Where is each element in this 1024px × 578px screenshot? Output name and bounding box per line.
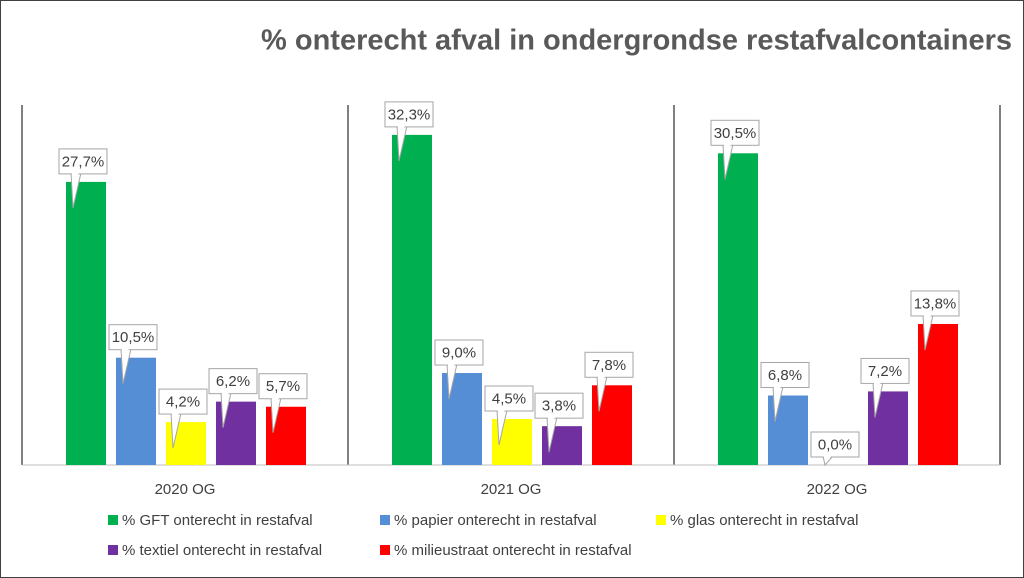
callout-gap — [397, 125, 407, 131]
value-label: 7,8% — [592, 357, 626, 374]
legend-label: % textiel onterecht in restafval — [122, 542, 322, 559]
callout-gap — [823, 455, 833, 461]
legend-label: % glas onterecht in restafval — [670, 512, 858, 529]
x-tick-label: 2022 OG — [807, 481, 868, 498]
callout-gap — [873, 381, 883, 388]
value-label: 32,3% — [388, 106, 431, 123]
callout-gap — [597, 375, 607, 382]
callout-gap — [497, 409, 507, 416]
legend-label: % GFT onterecht in restafval — [122, 512, 313, 529]
callout-box — [58, 148, 108, 175]
callout-box — [158, 388, 208, 415]
x-tick-label: 2021 OG — [481, 481, 542, 498]
callout-box — [258, 373, 308, 400]
callout-box — [910, 290, 960, 317]
x-tick-label: 2020 OG — [155, 481, 216, 498]
callout-gap — [773, 386, 783, 392]
callout-gap — [447, 363, 457, 370]
bar — [392, 134, 432, 466]
value-label: 3,8% — [542, 398, 576, 415]
callout-box — [484, 385, 534, 412]
callout-box — [584, 351, 634, 378]
value-label: 4,5% — [492, 390, 526, 407]
value-label: 4,2% — [166, 394, 200, 411]
value-label: 7,2% — [868, 363, 902, 380]
bar — [918, 323, 958, 465]
value-label: 6,8% — [768, 367, 802, 384]
callout-box — [434, 339, 484, 366]
value-label: 0,0% — [818, 436, 852, 453]
legend-label: % papier onterecht in restafval — [394, 512, 597, 529]
legend-swatch — [656, 515, 666, 525]
callout-box — [710, 119, 760, 146]
callout-box — [534, 392, 584, 419]
callout-gap — [923, 314, 933, 320]
callout-gap — [723, 143, 733, 150]
callout-box — [108, 324, 158, 351]
value-label: 10,5% — [112, 329, 155, 346]
callout-gap — [221, 392, 231, 398]
chart-title: % onterecht afval in ondergrondse restaf… — [261, 25, 1012, 57]
value-label: 13,8% — [914, 295, 957, 312]
callout-box — [810, 431, 860, 458]
callout-gap — [121, 348, 131, 354]
value-label: 6,2% — [216, 373, 250, 390]
callout-gap — [71, 172, 81, 178]
value-label: 9,0% — [442, 344, 476, 361]
legend-label: % milieustraat onterecht in restafval — [394, 542, 632, 559]
bar — [66, 181, 106, 465]
value-label: 30,5% — [714, 125, 757, 142]
callout-gap — [547, 416, 557, 423]
callout-gap — [171, 412, 181, 419]
value-label: 5,7% — [266, 378, 300, 395]
callout-box — [860, 357, 910, 384]
callout-box — [384, 101, 434, 128]
bar — [718, 153, 758, 466]
legend-swatch — [380, 515, 390, 525]
legend-swatch — [108, 515, 118, 525]
callout-box — [760, 362, 810, 389]
legend-swatch — [380, 545, 390, 555]
legend-swatch — [108, 545, 118, 555]
callout-gap — [271, 397, 281, 403]
callout-box — [208, 368, 258, 395]
value-label: 27,7% — [62, 153, 105, 170]
